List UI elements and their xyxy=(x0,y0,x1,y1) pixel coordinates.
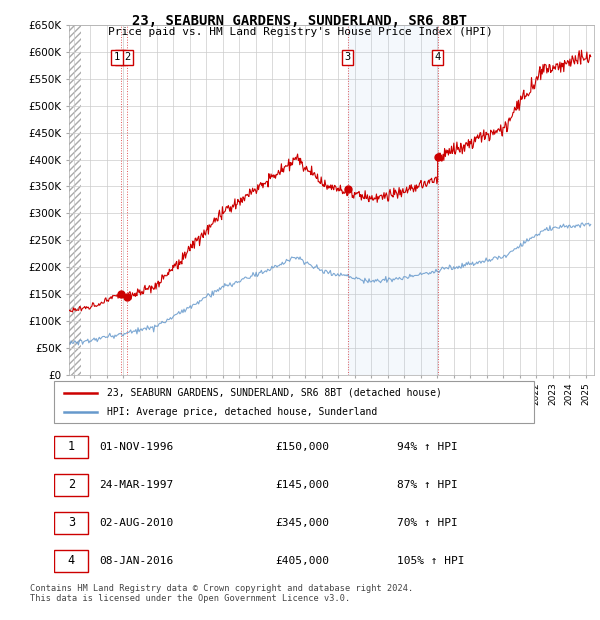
Bar xyxy=(348,25,437,375)
FancyBboxPatch shape xyxy=(54,549,88,572)
Text: 2: 2 xyxy=(124,52,130,62)
Text: HPI: Average price, detached house, Sunderland: HPI: Average price, detached house, Sund… xyxy=(107,407,377,417)
Text: 23, SEABURN GARDENS, SUNDERLAND, SR6 8BT: 23, SEABURN GARDENS, SUNDERLAND, SR6 8BT xyxy=(133,14,467,28)
FancyBboxPatch shape xyxy=(54,474,88,496)
FancyBboxPatch shape xyxy=(54,436,88,458)
Text: 02-AUG-2010: 02-AUG-2010 xyxy=(99,518,173,528)
Text: 3: 3 xyxy=(68,516,75,529)
Text: 3: 3 xyxy=(344,52,351,62)
Text: 01-NOV-1996: 01-NOV-1996 xyxy=(99,442,173,452)
Text: 23, SEABURN GARDENS, SUNDERLAND, SR6 8BT (detached house): 23, SEABURN GARDENS, SUNDERLAND, SR6 8BT… xyxy=(107,388,442,397)
Text: 94% ↑ HPI: 94% ↑ HPI xyxy=(397,442,458,452)
Text: 2: 2 xyxy=(68,478,75,491)
Text: 105% ↑ HPI: 105% ↑ HPI xyxy=(397,556,465,565)
Text: £345,000: £345,000 xyxy=(276,518,330,528)
Text: 24-MAR-1997: 24-MAR-1997 xyxy=(99,480,173,490)
Text: £405,000: £405,000 xyxy=(276,556,330,565)
Text: Contains HM Land Registry data © Crown copyright and database right 2024.
This d: Contains HM Land Registry data © Crown c… xyxy=(30,584,413,603)
Text: 1: 1 xyxy=(113,52,120,62)
Bar xyxy=(69,25,80,375)
Text: Price paid vs. HM Land Registry's House Price Index (HPI): Price paid vs. HM Land Registry's House … xyxy=(107,27,493,37)
Text: 08-JAN-2016: 08-JAN-2016 xyxy=(99,556,173,565)
Text: 4: 4 xyxy=(434,52,441,62)
Text: 1: 1 xyxy=(118,52,124,62)
Text: 1: 1 xyxy=(68,440,75,453)
Text: 87% ↑ HPI: 87% ↑ HPI xyxy=(397,480,458,490)
Text: 70% ↑ HPI: 70% ↑ HPI xyxy=(397,518,458,528)
Text: 4: 4 xyxy=(68,554,75,567)
Text: £150,000: £150,000 xyxy=(276,442,330,452)
FancyBboxPatch shape xyxy=(54,512,88,534)
Text: £145,000: £145,000 xyxy=(276,480,330,490)
